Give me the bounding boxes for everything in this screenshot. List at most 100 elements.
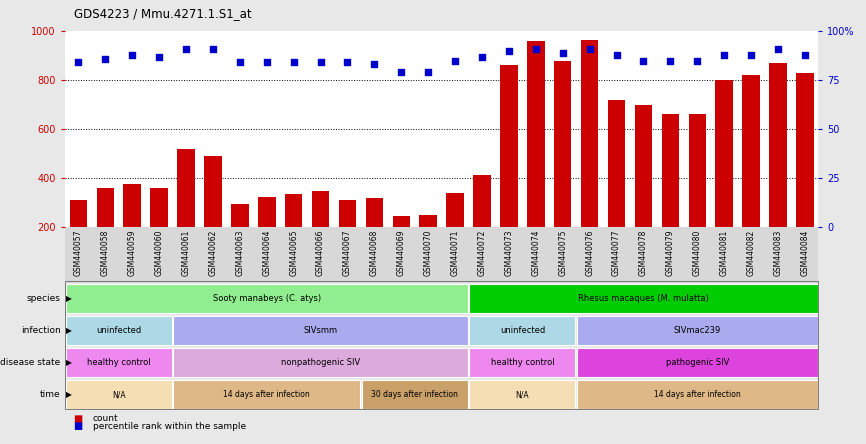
- Text: GSM440061: GSM440061: [182, 230, 191, 276]
- Text: time: time: [40, 390, 61, 399]
- Point: [260, 59, 274, 66]
- Text: GSM440060: GSM440060: [155, 230, 164, 276]
- Text: SIVsmm: SIVsmm: [303, 326, 338, 335]
- Text: GSM440058: GSM440058: [100, 230, 110, 276]
- Bar: [769, 63, 786, 227]
- Point: [798, 51, 811, 58]
- Point: [99, 55, 113, 62]
- Text: GSM440082: GSM440082: [746, 230, 756, 276]
- Text: healthy control: healthy control: [87, 358, 151, 367]
- Bar: [258, 197, 275, 227]
- Point: [449, 57, 462, 64]
- Point: [771, 45, 785, 52]
- Text: ■: ■: [74, 421, 83, 431]
- Bar: [715, 80, 733, 227]
- Point: [313, 59, 327, 66]
- Text: GSM440075: GSM440075: [559, 230, 567, 276]
- Text: Sooty manabeys (C. atys): Sooty manabeys (C. atys): [213, 294, 320, 303]
- Text: GSM440083: GSM440083: [773, 230, 783, 276]
- Text: SIVmac239: SIVmac239: [674, 326, 721, 335]
- Text: GSM440079: GSM440079: [666, 230, 675, 276]
- Bar: [151, 188, 168, 227]
- Point: [502, 47, 516, 54]
- Text: GSM440066: GSM440066: [316, 230, 325, 276]
- Bar: [392, 216, 410, 227]
- Text: GSM440067: GSM440067: [343, 230, 352, 276]
- Bar: [662, 115, 679, 227]
- Bar: [796, 73, 814, 227]
- Point: [233, 59, 247, 66]
- Bar: [419, 215, 437, 227]
- Bar: [635, 105, 652, 227]
- Point: [126, 51, 139, 58]
- Bar: [554, 60, 572, 227]
- Text: 30 days after infection: 30 days after infection: [372, 390, 458, 399]
- Bar: [501, 65, 518, 227]
- Text: ■: ■: [74, 414, 83, 424]
- Text: GSM440073: GSM440073: [504, 230, 514, 276]
- Text: GSM440076: GSM440076: [585, 230, 594, 276]
- Point: [72, 59, 86, 66]
- Text: uninfected: uninfected: [96, 326, 141, 335]
- Bar: [124, 184, 141, 227]
- Text: N/A: N/A: [515, 390, 529, 399]
- Bar: [339, 200, 356, 227]
- Point: [287, 59, 301, 66]
- Text: 14 days after infection: 14 days after infection: [223, 390, 310, 399]
- Point: [179, 45, 193, 52]
- Text: GSM440080: GSM440080: [693, 230, 701, 276]
- Text: GSM440068: GSM440068: [370, 230, 379, 276]
- Point: [610, 51, 624, 58]
- Text: GSM440071: GSM440071: [450, 230, 460, 276]
- Bar: [365, 198, 383, 227]
- Text: GSM440081: GSM440081: [720, 230, 728, 276]
- Text: species: species: [27, 294, 61, 303]
- Point: [690, 57, 704, 64]
- Point: [744, 51, 758, 58]
- Point: [421, 69, 435, 76]
- Point: [475, 53, 489, 60]
- Text: GSM440057: GSM440057: [74, 230, 83, 276]
- Text: nonpathogenic SIV: nonpathogenic SIV: [281, 358, 360, 367]
- Text: GSM440077: GSM440077: [612, 230, 621, 276]
- Point: [340, 59, 354, 66]
- Bar: [285, 194, 302, 227]
- Text: ▶: ▶: [66, 358, 72, 367]
- Bar: [69, 200, 87, 227]
- Point: [717, 51, 731, 58]
- Text: count: count: [93, 414, 119, 423]
- Text: ▶: ▶: [66, 326, 72, 335]
- Bar: [474, 174, 491, 227]
- Text: GDS4223 / Mmu.4271.1.S1_at: GDS4223 / Mmu.4271.1.S1_at: [74, 7, 251, 20]
- Point: [206, 45, 220, 52]
- Point: [583, 45, 597, 52]
- Text: GSM440062: GSM440062: [209, 230, 217, 276]
- Bar: [312, 190, 329, 227]
- Text: GSM440070: GSM440070: [423, 230, 433, 276]
- Text: percentile rank within the sample: percentile rank within the sample: [93, 422, 246, 431]
- Text: uninfected: uninfected: [500, 326, 545, 335]
- Text: ▶: ▶: [66, 390, 72, 399]
- Point: [529, 45, 543, 52]
- Text: Rhesus macaques (M. mulatta): Rhesus macaques (M. mulatta): [578, 294, 709, 303]
- Bar: [688, 115, 706, 227]
- Bar: [178, 149, 195, 227]
- Point: [556, 49, 570, 56]
- Bar: [581, 40, 598, 227]
- Bar: [97, 188, 114, 227]
- Text: pathogenic SIV: pathogenic SIV: [666, 358, 729, 367]
- Text: GSM440084: GSM440084: [800, 230, 810, 276]
- Text: N/A: N/A: [112, 390, 126, 399]
- Text: ▶: ▶: [66, 294, 72, 303]
- Text: GSM440065: GSM440065: [289, 230, 298, 276]
- Point: [152, 53, 166, 60]
- Bar: [231, 204, 249, 227]
- Bar: [527, 41, 545, 227]
- Text: GSM440074: GSM440074: [532, 230, 540, 276]
- Text: GSM440064: GSM440064: [262, 230, 271, 276]
- Bar: [446, 193, 464, 227]
- Text: GSM440072: GSM440072: [477, 230, 487, 276]
- Text: infection: infection: [21, 326, 61, 335]
- Text: GSM440069: GSM440069: [397, 230, 406, 276]
- Bar: [204, 156, 222, 227]
